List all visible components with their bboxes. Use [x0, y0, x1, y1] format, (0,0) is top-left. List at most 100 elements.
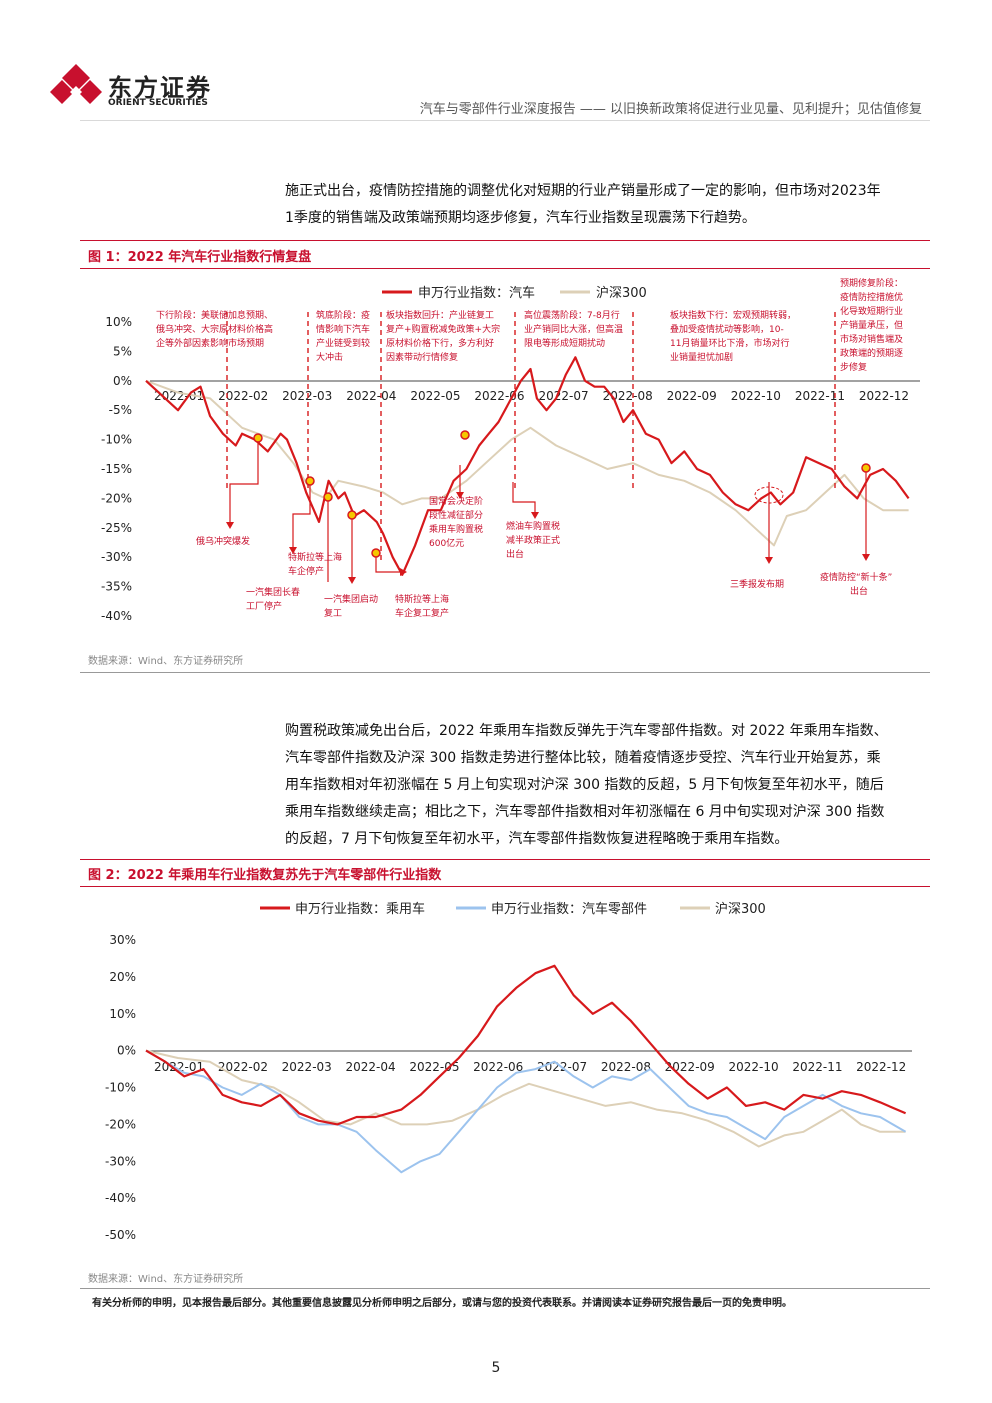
event-connector	[292, 481, 311, 547]
event-label-russia-ukraine: 俄乌冲突爆发	[196, 535, 250, 547]
figure-1-bottom-rule	[80, 672, 930, 673]
figure-1-chart: 申万行业指数：汽车 沪深300 10% 5% 0% -5% -10% -15% -20% -2…	[101, 277, 920, 623]
figure-2-x-axis: 2022-01 2022-02 2022-03 2022-04 2022-05 2022-…	[154, 1060, 906, 1074]
x-tick-label: 2022-08	[603, 389, 653, 403]
x-tick-label: 2022-09	[665, 1060, 715, 1074]
paragraph-1-line: 施正式出台，疫情防控措施的调整优化对短期的行业产销量形成了一定的影响，但市场对2…	[285, 183, 881, 199]
x-tick-label: 2022-03	[282, 1060, 332, 1074]
series-line-沪深300	[145, 1049, 906, 1148]
series-line-沪深300	[145, 379, 909, 547]
paragraph-2-line: 乘用车指数继续走高；相比之下，汽车零部件指数相对年初涨幅在 6 月中旬实现对沪深…	[285, 804, 885, 820]
paragraph-1-line: 1季度的销售端及政策端预期均逐步修复，汽车行业指数呈现震荡下行趋势。	[285, 210, 756, 226]
x-tick-label: 2022-07	[539, 389, 589, 403]
series-line-申万行业指数：汽车	[145, 356, 910, 576]
event-point-marker	[460, 430, 470, 440]
arrowhead-icon	[400, 568, 407, 576]
y-tick-label: 0%	[117, 1044, 136, 1058]
y-tick-label: 5%	[113, 344, 132, 358]
q3-earnings-highlight	[754, 486, 784, 504]
x-tick-label: 2022-06	[473, 1060, 523, 1074]
figure-1-x-axis: 2022-01 2022-02 2022-03 2022-04 2022-05 2022-…	[154, 389, 909, 403]
phase-note-expectation-repair: 预期修复阶段：疫情防控措施优化导致短期行业产销量承压，但市场对销售端及政策端的预…	[840, 277, 903, 373]
arrowhead-icon	[531, 512, 539, 519]
x-tick-label: 2022-12	[859, 389, 909, 403]
phase-note-high-volatility: 高位震荡阶段：7-8月行业产销同比大涨，但高温限电等形成短期扰动	[524, 309, 623, 349]
event-label-tesla-resume: 特斯拉等上海车企复工复产	[395, 593, 449, 619]
page-number: 5	[491, 1360, 501, 1376]
event-connector	[375, 553, 400, 573]
figure-2-title: 图 2：2022 年乘用车行业指数复苏先于汽车零部件行业指数	[88, 868, 442, 883]
paragraph-1: 施正式出台，疫情防控措施的调整优化对短期的行业产销量形成了一定的影响，但市场对2…	[285, 178, 925, 232]
y-tick-label: -15%	[101, 462, 132, 476]
phase-note-decline: 下行阶段：美联储加息预期、俄乌冲突、大宗原材料价格高企等外部因素影响市场预期	[156, 309, 273, 349]
arrowhead-icon	[862, 554, 870, 561]
x-tick-label: 2022-03	[282, 389, 332, 403]
report-title: 汽车与零部件行业深度报告 —— 以旧换新政策将促进行业见量、见利提升；见估值修复	[419, 102, 922, 117]
figure-1-top-rule	[80, 240, 930, 241]
event-point-marker	[253, 433, 263, 443]
y-tick-label: -30%	[105, 1154, 136, 1168]
event-label-q3-reports: 三季报发布期	[730, 578, 784, 590]
event-connector	[512, 482, 536, 517]
figure-1-source: 数据来源：Wind、东方证券研究所	[88, 656, 244, 667]
paragraph-2-line: 的反超，7 月下旬恢复至年初水平，汽车零部件指数恢复进程略晚于乘用车指数。	[285, 831, 789, 847]
figure-2-series	[145, 964, 907, 1174]
event-connectors	[229, 438, 867, 582]
phase-dividers	[226, 312, 836, 562]
y-tick-label: -10%	[105, 1081, 136, 1095]
event-label-purchase-tax: 国常会决定阶段性减征部分乘用车购置税 600亿元	[429, 495, 483, 549]
y-tick-label: -35%	[101, 580, 132, 594]
x-tick-label: 2022-05	[409, 1060, 459, 1074]
figure-1-title-rule	[80, 268, 930, 269]
y-tick-label: -20%	[101, 491, 132, 505]
paragraph-2-line: 购置税政策减免出台后，2022 年乘用车指数反弹先于汽车零部件指数。对 2022…	[285, 723, 888, 739]
logo-mark-icon	[50, 64, 102, 104]
x-tick-label: 2022-10	[729, 1060, 779, 1074]
arrowhead-icon	[348, 577, 356, 584]
x-tick-label: 2022-04	[346, 389, 396, 403]
event-labels: 俄乌冲突爆发 特斯拉等上海车企停产 一汽集团长春工厂停产 一汽集团启动复工 特斯…	[196, 495, 892, 619]
event-point-marker	[347, 510, 357, 520]
phase-annotations: 下行阶段：美联储加息预期、俄乌冲突、大宗原材料价格高企等外部因素影响市场预期 筑…	[156, 277, 903, 373]
legend-label-passenger: 申万行业指数：乘用车	[295, 901, 425, 917]
figure-2-y-axis: 30% 20% 10% 0% -10% -20% -30% -40% -50%	[105, 933, 136, 1242]
figure-2-source: 数据来源：Wind、东方证券研究所	[88, 1274, 244, 1285]
y-tick-label: -30%	[101, 550, 132, 564]
arrowhead-icon	[765, 557, 773, 564]
legend-label-parts: 申万行业指数：汽车零部件	[491, 901, 647, 917]
y-tick-label: -50%	[105, 1228, 136, 1242]
event-point-marker	[323, 492, 333, 502]
arrowhead-icon	[289, 547, 297, 554]
event-label-fuel-vehicle-tax: 燃油车购置税减半政策正式出台	[506, 520, 560, 560]
phase-note-recovery: 板块指数回升：产业链复工复产+购置税减免政策+大宗原材料价格下行，多方利好因素带…	[386, 309, 500, 363]
figure-2-legend: 申万行业指数：乘用车 申万行业指数：汽车零部件 沪深300	[260, 901, 766, 917]
logo-text-en: ORIENT SECURITIES	[108, 98, 208, 108]
arrowhead-icon	[456, 492, 464, 499]
event-point-marker	[371, 548, 381, 558]
y-tick-label: 20%	[109, 970, 136, 984]
event-connector	[229, 438, 259, 522]
phase-note-downturn: 板块指数下行：宏观预期转弱，叠加受疫情扰动等影响，10-11月销量环比下滑，市场…	[670, 309, 796, 363]
event-arrowheads	[226, 492, 870, 584]
x-tick-label: 2022-06	[474, 389, 524, 403]
paragraph-2: 购置税政策减免出台后，2022 年乘用车指数反弹先于汽车零部件指数。对 2022…	[285, 718, 925, 853]
event-label-faw-stop: 一汽集团长春工厂停产	[246, 586, 300, 612]
legend-label-hs300: 沪深300	[715, 901, 766, 917]
y-tick-label: -20%	[105, 1117, 136, 1131]
y-tick-label: 30%	[109, 933, 136, 947]
x-tick-label: 2022-02	[218, 1060, 268, 1074]
event-label-tesla-stop: 特斯拉等上海车企停产	[288, 551, 342, 577]
x-tick-label: 2022-11	[795, 389, 845, 403]
event-label-ten-measures: 疫情防控“新十条”出台	[820, 571, 892, 597]
y-tick-label: -40%	[105, 1191, 136, 1205]
disclaimer-note: 有关分析师的申明，见本报告最后部分。其他重要信息披露见分析师申明之后部分，或请与…	[92, 1298, 792, 1309]
event-point-marker	[861, 463, 871, 473]
x-tick-label: 2022-12	[856, 1060, 906, 1074]
paragraph-2-line: 用车指数相对年初涨幅在 5 月上旬实现对沪深 300 指数的反超，5 月下旬恢复…	[285, 777, 884, 793]
figure-2-top-rule	[80, 859, 930, 860]
y-tick-label: -10%	[101, 433, 132, 447]
x-tick-label: 2022-05	[410, 389, 460, 403]
event-points	[253, 430, 871, 558]
paragraph-2-line: 汽车零部件指数及沪深 300 指数走势进行整体比较，随着疫情逐步受控、汽车行业开…	[285, 750, 881, 766]
x-tick-label: 2022-04	[346, 1060, 396, 1074]
